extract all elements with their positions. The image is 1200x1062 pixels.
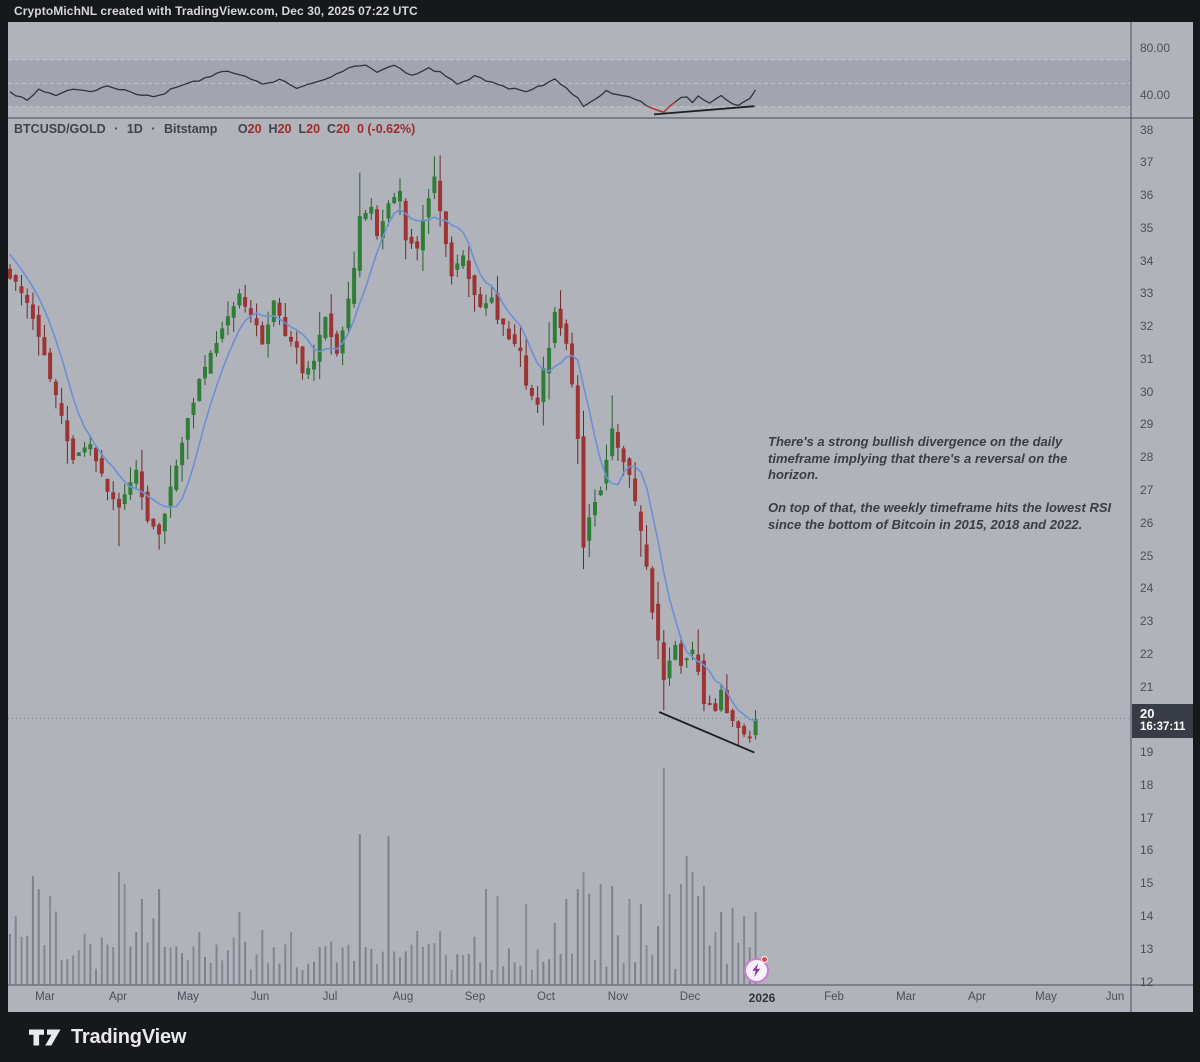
rsi-red-segment — [646, 101, 676, 113]
volume-bars — [9, 768, 757, 984]
time-axis-label: Jul — [322, 991, 338, 1003]
candles — [8, 155, 758, 747]
time-axis-label: Apr — [968, 991, 986, 1003]
last-price-value: 20 — [1140, 706, 1155, 721]
open-key: O — [237, 122, 248, 136]
price-axis-label: 34 — [1140, 253, 1154, 268]
price-axis-label: 32 — [1140, 319, 1154, 334]
price-axis-label: 24 — [1140, 581, 1154, 596]
price-axis-label: 33 — [1140, 286, 1154, 301]
analysis-note: There's a strong bullish divergence on t… — [768, 434, 1120, 533]
price-axis-label: 22 — [1140, 646, 1154, 661]
price-axis-label: 23 — [1140, 614, 1154, 629]
legend-separator: · — [114, 122, 119, 136]
open-value: 20 — [247, 122, 262, 136]
time-axis-label: Sep — [464, 991, 486, 1003]
price-axis-label: 37 — [1140, 155, 1154, 170]
price-axis-label: 27 — [1140, 482, 1154, 497]
change-value: 0 (-0.62%) — [356, 122, 416, 136]
rsi-axis-label: 80.00 — [1140, 40, 1171, 55]
pane-background — [8, 22, 1193, 1012]
footer-bar: TradingView — [0, 1012, 1200, 1062]
price-axis-label: 12 — [1140, 974, 1154, 989]
price-axis-label: 30 — [1140, 384, 1154, 399]
legend-separator: · — [151, 122, 156, 136]
low-key: L — [298, 122, 307, 136]
time-axis-label: Oct — [537, 991, 555, 1003]
price-axis-label: 26 — [1140, 515, 1154, 530]
high-value: 20 — [277, 122, 292, 136]
time-axis-label: May — [1035, 991, 1057, 1003]
price-axis-label: 18 — [1140, 777, 1154, 792]
price-axis-label: 16 — [1140, 843, 1154, 858]
rsi-line — [9, 64, 757, 113]
price-axis-label: 25 — [1140, 548, 1154, 563]
watermark-text: CryptoMichNL created with TradingView.co… — [14, 4, 418, 18]
price-axis-label: 28 — [1140, 450, 1154, 465]
lightning-icon — [752, 963, 761, 978]
price-axis-label: 36 — [1140, 188, 1154, 203]
bar-countdown: 16:37:11 — [1140, 721, 1186, 733]
time-axis-label: Nov — [607, 991, 629, 1003]
exchange-label: Bitstamp — [163, 122, 218, 136]
time-axis-label: 2026 — [748, 991, 776, 1005]
tradingview-logo-text[interactable]: TradingView — [71, 1025, 187, 1048]
watermark-titlebar: CryptoMichNL created with TradingView.co… — [0, 0, 1200, 22]
time-axis-label: Jun — [250, 991, 270, 1003]
note-paragraph-1: There's a strong bullish divergence on t… — [768, 434, 1068, 483]
rsi-axis-label: 40.00 — [1140, 87, 1171, 102]
price-axis-label: 14 — [1140, 908, 1154, 923]
low-value: 20 — [306, 122, 321, 136]
notification-dot — [761, 956, 768, 963]
time-axis-label: Mar — [896, 991, 916, 1003]
time-axis-label: Apr — [109, 991, 127, 1003]
price-axis-label: 35 — [1140, 220, 1154, 235]
ohlc-values: O20 H20 L20 C20 0 (-0.62%) — [231, 122, 415, 136]
note-paragraph-2: On top of that, the weekly timeframe hit… — [768, 499, 1112, 532]
close-key: C — [327, 122, 337, 136]
price-axis-label: 21 — [1140, 679, 1154, 694]
close-value: 20 — [336, 122, 350, 136]
symbol-name[interactable]: BTCUSD/GOLD — [14, 122, 106, 136]
symbol-legend[interactable]: BTCUSD/GOLD · 1D · Bitstamp O20 H20 L20 C20… — [14, 122, 415, 136]
rsi-divergence-trendline — [653, 105, 755, 116]
price-axis-label: 38 — [1140, 122, 1154, 137]
moving-average-line — [9, 208, 757, 722]
time-axis-label: Mar — [35, 991, 55, 1003]
price-axis-label: 19 — [1140, 745, 1154, 760]
last-price-badge: 20 16:37:11 — [1132, 704, 1193, 738]
time-axis-label: Dec — [679, 991, 701, 1003]
price-divergence-trendline — [658, 711, 755, 754]
time-axis-label: Aug — [392, 991, 414, 1003]
high-key: H — [268, 122, 278, 136]
price-axis-label: 13 — [1140, 941, 1154, 956]
price-axis-label: 15 — [1140, 876, 1154, 891]
tradingview-logo-icon[interactable] — [28, 1027, 62, 1048]
price-axis-label: 31 — [1140, 351, 1154, 366]
price-axis-label: 17 — [1140, 810, 1154, 825]
price-axis-label: 29 — [1140, 417, 1154, 432]
timeframe-label[interactable]: 1D — [126, 122, 143, 136]
time-axis-label: Jun — [1105, 991, 1125, 1003]
time-axis-label: Feb — [824, 991, 844, 1003]
time-axis-label: May — [177, 991, 199, 1003]
